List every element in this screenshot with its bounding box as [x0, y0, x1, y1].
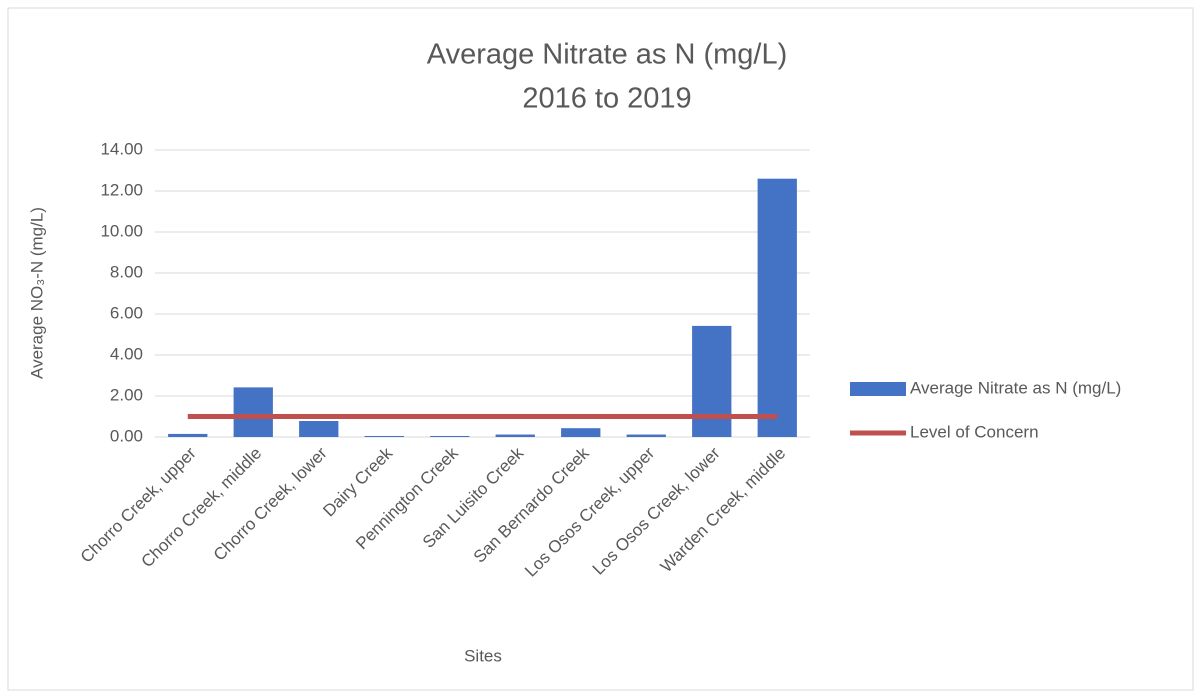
x-axis-label: Sites: [464, 646, 502, 665]
y-tick-label: 0.00: [110, 426, 143, 445]
bar: [364, 435, 404, 437]
bar: [495, 434, 535, 437]
legend-label: Level of Concern: [910, 422, 1039, 441]
y-tick-label: 2.00: [110, 385, 143, 404]
y-tick-label: 14.00: [100, 139, 143, 158]
y-tick-label: 10.00: [100, 221, 143, 240]
bar: [692, 325, 732, 437]
bar: [626, 434, 666, 437]
bar: [168, 433, 208, 437]
legend-label: Average Nitrate as N (mg/L): [910, 378, 1121, 397]
bar: [757, 178, 797, 437]
y-tick-label: 12.00: [100, 180, 143, 199]
y-tick-label: 4.00: [110, 344, 143, 363]
y-axis-label: Average NO₃-N (mg/L): [27, 207, 46, 379]
bar: [299, 421, 339, 437]
bar: [233, 387, 273, 437]
bar: [561, 428, 601, 437]
chart-title: Average Nitrate as N (mg/L): [427, 39, 788, 71]
chart-subtitle: 2016 to 2019: [522, 83, 691, 115]
bar: [430, 435, 470, 437]
chart-frame: [7, 7, 1194, 691]
y-tick-label: 8.00: [110, 262, 143, 281]
legend-swatch: [850, 382, 906, 396]
y-tick-label: 6.00: [110, 303, 143, 322]
